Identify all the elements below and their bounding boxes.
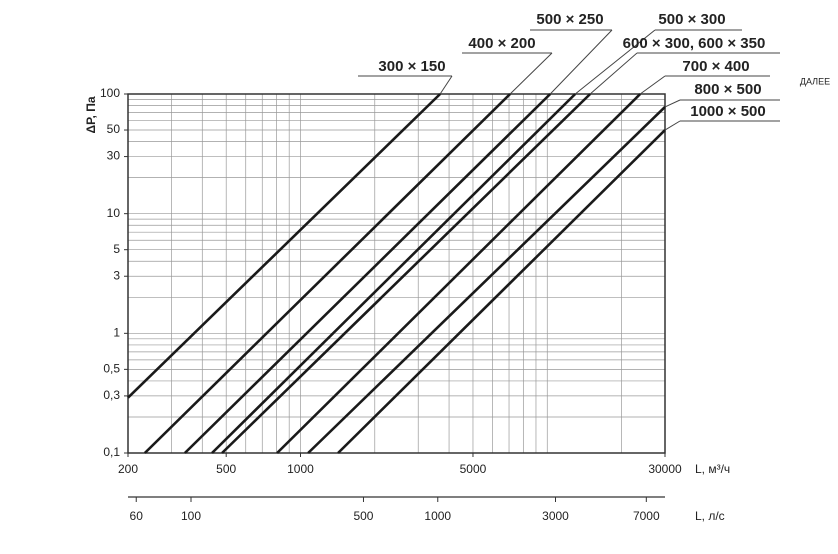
plot-frame xyxy=(127,93,666,454)
label-leader xyxy=(549,29,613,95)
series-label: 500 × 300 xyxy=(658,11,725,28)
series-label: 300 × 150 xyxy=(378,58,445,75)
y-tick-label: 50 xyxy=(107,122,121,136)
series-label: 400 × 200 xyxy=(468,35,535,52)
label-leader xyxy=(439,75,453,95)
series-line xyxy=(221,93,592,454)
series-line xyxy=(127,93,442,399)
x-axis-label: L, м³/ч xyxy=(695,462,730,476)
x2-tick-label: 500 xyxy=(353,509,373,523)
y-tick-label: 1 xyxy=(113,326,120,340)
x2-axis-label: L, л/с xyxy=(695,509,725,523)
x2-tick-label: 7000 xyxy=(633,509,660,523)
y-tick-label: 30 xyxy=(107,149,121,163)
x-tick-label: 30000 xyxy=(648,462,682,476)
y-tick-label: 0,3 xyxy=(103,388,120,402)
x-tick-label: 1000 xyxy=(287,462,314,476)
series-line xyxy=(211,93,577,454)
series-label: 500 × 250 xyxy=(536,11,603,28)
x2-tick-label: 60 xyxy=(130,509,144,523)
y-tick-label: 5 xyxy=(113,242,120,256)
series-line xyxy=(307,105,666,454)
y-axis-label: ΔP, Па xyxy=(84,96,98,133)
series-line xyxy=(183,93,552,454)
y-tick-label: 10 xyxy=(107,206,121,220)
label-leader xyxy=(589,52,638,95)
y-tick-label: 100 xyxy=(100,86,120,100)
series-line xyxy=(143,93,512,454)
x-tick-label: 500 xyxy=(216,462,236,476)
series-line xyxy=(337,129,666,454)
label-leader xyxy=(639,75,666,95)
label-leader xyxy=(664,99,681,108)
y-tick-label: 0,1 xyxy=(103,445,120,459)
x-tick-label: 200 xyxy=(118,462,138,476)
y-tick-label: 3 xyxy=(113,268,120,282)
series-label: 1000 × 500 xyxy=(690,103,766,120)
label-leader xyxy=(664,120,681,131)
series-label: 700 × 400 xyxy=(682,58,749,75)
series-label: 600 × 300, 600 × 350 xyxy=(623,35,766,52)
label-leader xyxy=(509,52,553,95)
series-label: 800 × 500 xyxy=(694,81,761,98)
series-line xyxy=(276,93,642,454)
x2-tick-label: 1000 xyxy=(424,509,451,523)
x-tick-label: 5000 xyxy=(460,462,487,476)
label-leader xyxy=(574,29,656,95)
x2-tick-label: 100 xyxy=(181,509,201,523)
y-tick-label: 0,5 xyxy=(103,362,120,376)
next-button[interactable]: ДАЛЕЕ xyxy=(800,76,830,86)
x2-tick-label: 3000 xyxy=(542,509,569,523)
